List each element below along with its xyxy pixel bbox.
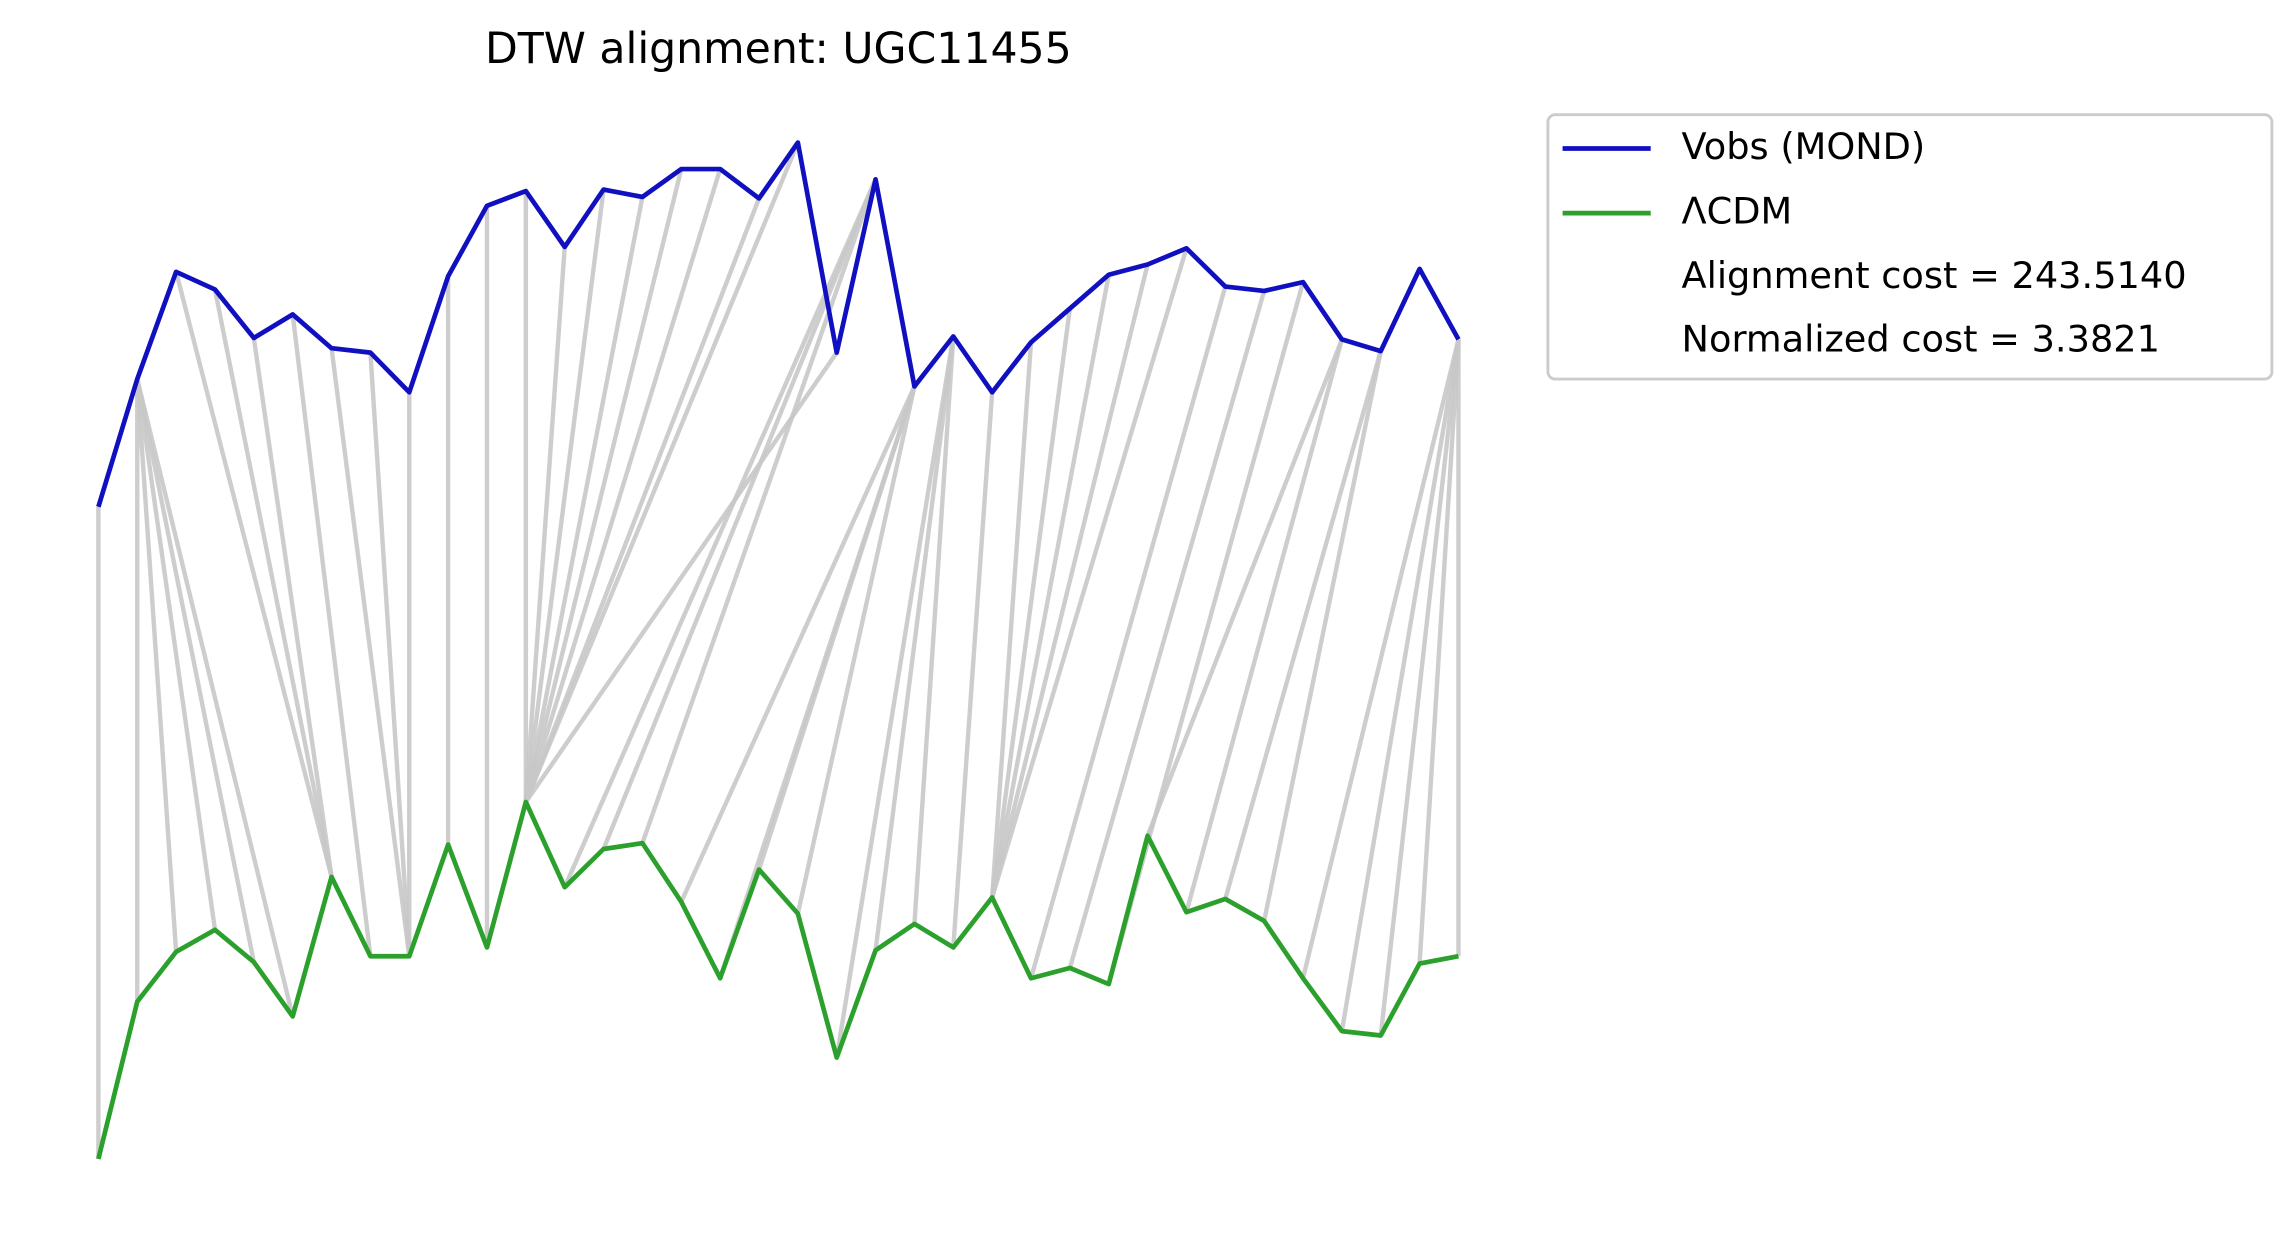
alignment-line	[523, 246, 567, 803]
legend-label: ΛCDM	[1682, 190, 1793, 233]
alignment-line	[1262, 350, 1383, 922]
alignment-line	[951, 392, 995, 948]
alignment-line	[990, 247, 1189, 899]
alignment-line	[795, 385, 917, 915]
alignment-line	[1145, 338, 1344, 837]
alignment-line	[640, 178, 878, 844]
alignment-line	[1378, 339, 1461, 1036]
alignment-line	[834, 336, 956, 1058]
alignment-line	[135, 378, 256, 963]
alignment-line	[756, 385, 917, 871]
alignment-line	[135, 378, 218, 931]
series-line	[96, 140, 1461, 508]
alignment-line	[251, 337, 334, 878]
alignment-line	[135, 378, 179, 952]
alignment-line	[1339, 339, 1461, 1032]
alignment-line	[523, 196, 645, 803]
alignment-line	[523, 189, 606, 803]
alignment-line	[989, 342, 1034, 898]
alignment-line	[1223, 350, 1383, 900]
alignment-line	[523, 141, 800, 803]
legend-annotation: Alignment cost = 243.5140	[1682, 254, 2187, 297]
legend-frame	[1546, 113, 2274, 381]
series-line	[96, 799, 1459, 1160]
alignment-line	[912, 336, 956, 925]
alignment-line	[1184, 338, 1345, 913]
alignment-line	[1067, 290, 1267, 969]
alignment-line	[368, 352, 412, 957]
alignment-line	[523, 168, 723, 803]
alignment-line	[989, 274, 1111, 898]
alignment-line	[212, 289, 334, 878]
alignment-line	[523, 168, 684, 803]
alignment-line	[290, 314, 373, 957]
alignment-line	[873, 336, 956, 951]
chart-title: DTW alignment: UGC11455	[485, 24, 1072, 74]
alignment-line	[1028, 285, 1228, 979]
alignment-line	[523, 197, 762, 803]
alignment-line	[601, 178, 878, 850]
alignment-line	[679, 385, 917, 903]
alignment-line	[135, 378, 295, 1017]
alignment-line	[329, 347, 412, 957]
alignment-line	[173, 271, 334, 878]
alignment-line	[562, 178, 878, 889]
alignment-line	[990, 263, 1150, 898]
legend-label: Vobs (MOND)	[1682, 125, 1926, 168]
alignment-line	[1417, 339, 1461, 964]
alignment-line	[1300, 338, 1461, 979]
alignment-line	[524, 351, 839, 804]
alignment-line	[989, 308, 1073, 898]
legend-annotation: Normalized cost = 3.3821	[1682, 317, 2160, 360]
